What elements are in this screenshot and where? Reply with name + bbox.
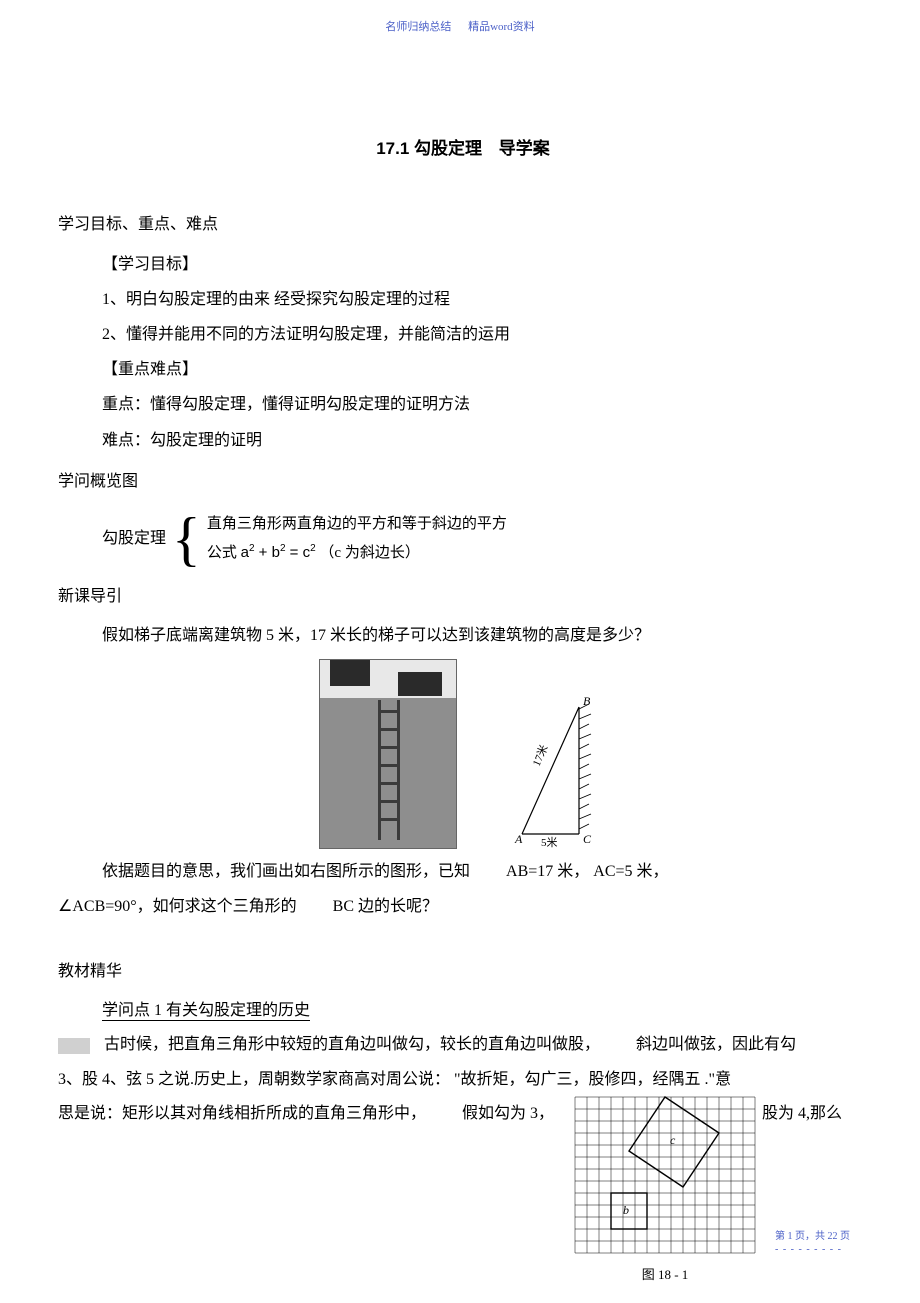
svg-text:c: c — [670, 1133, 676, 1147]
triangle-base: 5米 — [541, 836, 558, 849]
figure-grid-block: c b 图 18 - 1 — [570, 1092, 760, 1283]
section-goals-heading: 学习目标、重点、难点 — [58, 207, 868, 242]
difficulty-label: 【重点难点】 — [102, 352, 868, 387]
triangle-label-b: B — [583, 694, 591, 708]
footer-dashes: - - - - - - - - - — [775, 1244, 850, 1255]
intro-line-3b: BC 边的长呢？ — [333, 898, 438, 915]
para1-post: 斜边叫做弦，因此有勾 — [636, 1036, 796, 1053]
formula-block: 勾股定理 { 直角三角形两直角边的平方和等于斜边的平方 公式 a2 + b2 =… — [102, 509, 868, 569]
goal-1: 1、明白勾股定理的由来 经受探究勾股定理的过程 — [102, 282, 868, 317]
intro-line-3a: ∠ACB=90°，如何求这个三角形的 — [58, 898, 297, 915]
para-line-1: 古时候，把直角三角形中较短的直角边叫做勾，较长的直角边叫做股， 斜边叫做弦，因此… — [58, 1028, 868, 1062]
formula-line2-prefix: 公式 — [207, 545, 241, 561]
difficulty-2: 难点：勾股定理的证明 — [102, 423, 868, 458]
image-row: A B C 17米 5米 — [58, 659, 868, 849]
watermark-part2: 精品word资料 — [468, 21, 535, 33]
svg-text:b: b — [623, 1203, 629, 1217]
formula-math: a2 + b2 = c2 — [241, 544, 316, 561]
intro-line-2: 依据题目的意思，我们画出如右图所示的图形，已知 AB=17 米， AC=5 米， — [58, 855, 868, 889]
para3-post: 股为 4,那么 — [762, 1105, 842, 1122]
formula-line2-suffix: （c 为斜边长） — [319, 545, 419, 561]
intro-question: 假如梯子底端离建筑物 5 米，17 米长的梯子可以达到该建筑物的高度是多少？ — [58, 618, 868, 653]
para3-mid: 假如勾为 3， — [462, 1105, 554, 1122]
page-footer: 第 1 页，共 22 页 - - - - - - - - - — [775, 1227, 850, 1255]
title-text: 勾股定理 — [414, 139, 482, 158]
triangle-hyp: 17米 — [530, 743, 551, 768]
triangle-label-c: C — [583, 832, 592, 846]
formula-label: 勾股定理 — [102, 521, 166, 556]
watermark-top: 名师归纳总结 精品word资料 — [385, 18, 534, 34]
kp1-label: 学问点 1 有关勾股定理的历史 — [102, 1002, 310, 1021]
title-sub: 导学案 — [499, 139, 550, 158]
para3-pre: 思是说：矩形以其对角线相折所成的直角三角形中， — [58, 1105, 426, 1122]
title-number: 17.1 — [376, 139, 409, 158]
formula-line-1: 直角三角形两直角边的平方和等于斜边的平方 — [207, 510, 507, 539]
figure-caption: 图 18 - 1 — [570, 1264, 760, 1283]
knowledge-point-1: 学问点 1 有关勾股定理的历史 — [58, 993, 868, 1028]
section-essence-heading: 教材精华 — [58, 954, 868, 989]
section-overview-heading: 学问概览图 — [58, 464, 868, 499]
grid-diagram: c b — [570, 1092, 760, 1262]
footer-text: 第 1 页，共 22 页 — [775, 1231, 850, 1242]
intro-line-3: ∠ACB=90°，如何求这个三角形的 BC 边的长呢？ — [58, 890, 868, 924]
intro-line-2b: AB=17 米， AC=5 米， — [506, 863, 669, 880]
ladder-photo — [319, 659, 457, 849]
brace-icon: { — [172, 509, 201, 569]
goal-2: 2、懂得并能用不同的方法证明勾股定理，并能简洁的运用 — [102, 317, 868, 352]
goals-label: 【学习目标】 — [102, 247, 868, 282]
difficulty-1: 重点：懂得勾股定理，懂得证明勾股定理的证明方法 — [102, 387, 868, 422]
section-intro-heading: 新课导引 — [58, 579, 868, 614]
formula-line-2: 公式 a2 + b2 = c2 （c 为斜边长） — [207, 539, 507, 568]
triangle-label-a: A — [514, 832, 523, 846]
formula-lines: 直角三角形两直角边的平方和等于斜边的平方 公式 a2 + b2 = c2 （c … — [207, 510, 507, 567]
document-content: 17.1 勾股定理 导学案 学习目标、重点、难点 【学习目标】 1、明白勾股定理… — [58, 130, 868, 1132]
para1-pre: 古时候，把直角三角形中较短的直角边叫做勾，较长的直角边叫做股， — [104, 1036, 600, 1053]
triangle-diagram: A B C 17米 5米 — [497, 689, 607, 849]
watermark-part1: 名师归纳总结 — [385, 21, 451, 33]
highlight-marker — [58, 1038, 90, 1054]
page-title: 17.1 勾股定理 导学案 — [58, 130, 868, 167]
intro-line-2a: 依据题目的意思，我们画出如右图所示的图形，已知 — [102, 863, 470, 880]
